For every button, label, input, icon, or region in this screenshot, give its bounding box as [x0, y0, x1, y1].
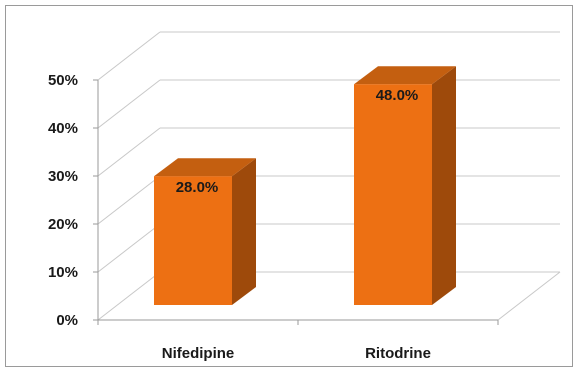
gridline-side: [97, 175, 161, 225]
data-label: 28.0%: [176, 179, 219, 196]
gridline-side: [97, 271, 161, 321]
bar-front-face: [354, 84, 432, 305]
bar-side-face: [232, 158, 256, 305]
data-labels: 28.0% 48.0%: [176, 87, 419, 196]
y-tick-label: 0%: [56, 312, 78, 329]
y-tick-label: 30%: [48, 168, 78, 185]
gridline-side: [97, 79, 161, 129]
floor-edge: [497, 271, 561, 321]
y-tick-label: 50%: [48, 72, 78, 89]
x-category-label: Nifedipine: [162, 345, 235, 362]
gridline-side: [97, 127, 161, 177]
y-axis-ticks: 0% 10% 20% 30% 40% 50%: [48, 72, 78, 329]
bar: [154, 158, 256, 305]
bar-top-face: [154, 158, 256, 177]
x-axis-categories: Nifedipine Ritodrine: [162, 345, 431, 362]
bar-front-face: [154, 176, 232, 305]
chart-axes: [93, 79, 499, 325]
bars: [154, 66, 456, 305]
data-label: 48.0%: [376, 87, 419, 104]
gridline-side: [97, 31, 161, 81]
y-tick-label: 20%: [48, 216, 78, 233]
bar: [354, 66, 456, 305]
y-tick-label: 40%: [48, 120, 78, 137]
bar-side-face: [432, 66, 456, 305]
y-tick-label: 10%: [48, 264, 78, 281]
x-category-label: Ritodrine: [365, 345, 431, 362]
gridline-side: [97, 223, 161, 273]
bar-top-face: [354, 66, 456, 85]
chart-frame: [5, 5, 573, 367]
